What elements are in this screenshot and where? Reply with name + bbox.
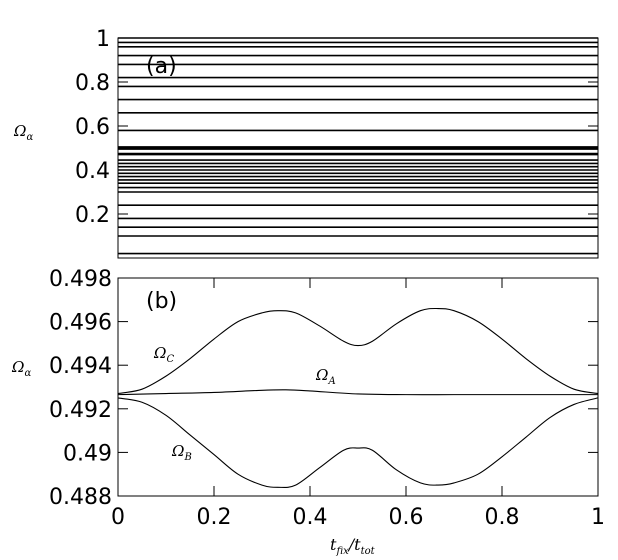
panel-b-ytick-label-5: 0.498 <box>49 267 112 292</box>
series-A-line <box>117 389 598 396</box>
panel-b-ytick-label-3: 0.494 <box>49 354 112 379</box>
panel-a-ylabel-symbol: Ω <box>13 122 26 140</box>
series-C-sub: C <box>166 354 174 365</box>
xlabel-base: t <box>330 535 337 554</box>
panel-a-ytick-label-1: 0.4 <box>75 159 110 184</box>
series-label-C: ΩC <box>153 344 174 365</box>
panel-b-x-axis-label: tfix/ttot <box>330 535 376 557</box>
xlabel-mid: /t <box>347 535 361 554</box>
xlabel-sub1: fix <box>335 546 349 557</box>
series-label-A: ΩA <box>315 366 336 387</box>
svg-text:Ωα: Ωα <box>11 358 31 379</box>
panel-b-y-axis-label: Ωα <box>11 358 31 379</box>
panel-b-ylabel-symbol: Ω <box>11 358 24 376</box>
panel-a-ytick-label-4: 1 <box>96 27 110 52</box>
series-A-sub: A <box>327 376 335 387</box>
panel-b-series <box>117 307 599 489</box>
panel-b-xtick-label-4: 0.8 <box>485 505 520 530</box>
panel-b-x-ticks: 0 0.2 0.4 0.6 0.8 1 <box>111 278 605 530</box>
panel-b-ytick-label-2: 0.492 <box>49 398 112 423</box>
panel-b-ylabel-sub: α <box>24 368 31 379</box>
panel-b-frame <box>117 277 599 497</box>
panel-b-xtick-label-1: 0.2 <box>197 505 232 530</box>
series-B-symbol: Ω <box>171 442 184 460</box>
panel-b-y-ticks: 0.488 0.49 0.492 0.494 0.496 0.498 <box>49 267 598 510</box>
panel-a: 0.2 0.4 0.6 0.8 1 (a) Ωα <box>13 27 599 259</box>
panel-b: 0.488 0.49 0.492 0.494 0.496 0.498 0 0.2 0.4 0.6… <box>11 267 605 557</box>
panel-a-ylabel-sub: α <box>26 132 33 143</box>
panel-b-ytick-label-1: 0.49 <box>63 441 112 466</box>
panel-a-ytick-label-2: 0.6 <box>75 115 110 140</box>
panel-b-xtick-label-2: 0.4 <box>293 505 328 530</box>
panel-a-y-ticks: 0.2 0.4 0.6 0.8 1 <box>75 27 598 228</box>
series-label-B: ΩB <box>171 442 192 463</box>
panel-a-ytick-label-0: 0.2 <box>75 203 110 228</box>
panel-a-letter: (a) <box>146 54 177 79</box>
panel-b-xtick-label-3: 0.6 <box>389 505 424 530</box>
svg-text:ΩC: ΩC <box>153 344 174 365</box>
svg-text:tfix/ttot: tfix/ttot <box>330 535 376 557</box>
svg-text:ΩB: ΩB <box>171 442 192 463</box>
panel-a-ytick-label-3: 0.8 <box>75 71 110 96</box>
xlabel-sub2: tot <box>361 546 376 557</box>
series-C-line <box>117 307 599 395</box>
svg-text:ΩA: ΩA <box>315 366 336 387</box>
svg-text:Ωα: Ωα <box>13 122 33 143</box>
series-A-symbol: Ω <box>315 366 328 384</box>
series-B-sub: B <box>183 452 191 463</box>
panel-b-xtick-label-5: 1 <box>591 505 605 530</box>
panel-a-frame <box>117 37 599 259</box>
series-B-line <box>117 397 599 489</box>
panel-b-letter: (b) <box>146 289 177 314</box>
panel-b-ytick-label-0: 0.488 <box>49 485 112 510</box>
panel-b-ytick-label-4: 0.496 <box>49 311 112 336</box>
series-C-symbol: Ω <box>153 344 166 362</box>
panel-a-level-lines <box>118 37 598 255</box>
panel-b-xtick-label-0: 0 <box>111 505 125 530</box>
panel-a-y-axis-label: Ωα <box>13 122 33 143</box>
